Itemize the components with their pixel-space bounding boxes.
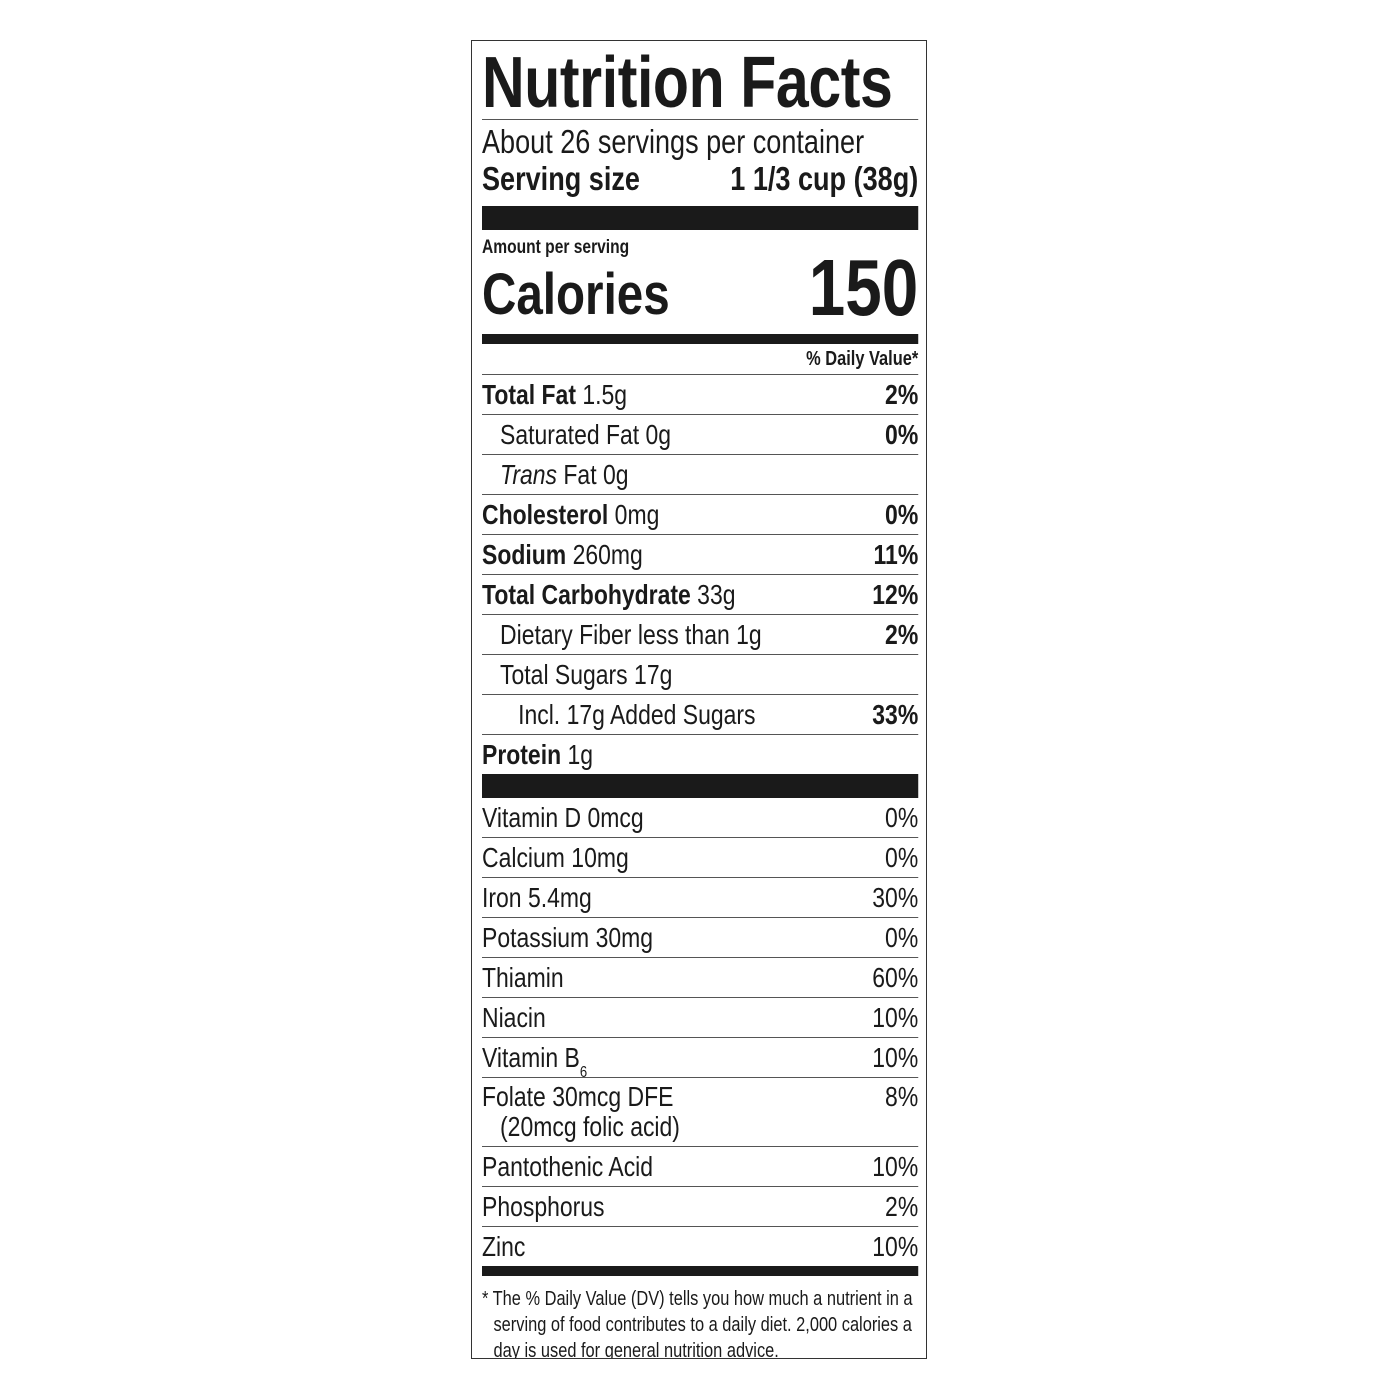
nutrient-dv: 11%: [873, 538, 919, 570]
servings-per-container: About 26 servings per container: [482, 123, 865, 160]
vitamin-dv: 30%: [872, 881, 919, 913]
vitamin-row-phosphorus: Phosphorus 2%: [482, 1186, 919, 1226]
vitamin-row-vitamin-d: Vitamin D 0mcg 0%: [482, 798, 918, 837]
calories-label: Calories: [482, 262, 670, 327]
vitamin-subscript: 6: [579, 1063, 588, 1081]
vitamin-dv: 10%: [872, 1041, 919, 1073]
serving-size-value: 1 1/3 cup (38g): [730, 160, 919, 197]
thick-divider: [482, 206, 919, 230]
nutrient-dv: 12%: [872, 578, 919, 610]
vitamin-name: Calcium 10mg: [482, 841, 629, 873]
nutrient-name-rest: Fat: [563, 458, 597, 490]
vitamin-dv: 0%: [885, 921, 919, 953]
nutrient-name: Dietary Fiber: [500, 618, 632, 650]
nutrient-row-total-carbohydrate: Total Carbohydrate 33g 12%: [482, 574, 919, 614]
vitamin-dv: 10%: [872, 1001, 919, 1033]
vitamin-name: Phosphorus: [482, 1190, 605, 1222]
nutrient-amount: 0g: [645, 418, 672, 450]
nutrient-row-added-sugars: Incl. 17g Added Sugars 33%: [482, 694, 919, 734]
nutrient-amount: 0mg: [614, 498, 660, 530]
vitamin-dv: 0%: [885, 801, 919, 833]
nutrient-amount: 0g: [602, 458, 629, 490]
vitamin-name: Vitamin B: [482, 1041, 580, 1073]
nutrient-amount: 1g: [567, 738, 594, 770]
label-title: Nutrition Facts: [482, 43, 893, 123]
nutrient-name: Protein: [482, 738, 562, 770]
daily-value-header: % Daily Value*: [806, 348, 919, 370]
vitamin-row-vitamin-b6: Vitamin B6 10%: [482, 1037, 919, 1081]
nutrient-row-saturated-fat: Saturated Fat 0g 0%: [482, 414, 919, 454]
vitamin-row-potassium: Potassium 30mg 0%: [482, 917, 919, 957]
nutrient-dv: 0%: [885, 418, 919, 450]
nutrient-amount: 1.5g: [582, 378, 628, 410]
vitamin-name: Potassium 30mg: [482, 921, 654, 953]
serving-size-label: Serving size: [482, 160, 640, 197]
nutrient-name: Total Sugars: [500, 658, 628, 690]
amount-per-serving: Amount per serving: [482, 237, 630, 258]
nutrition-facts-label: Nutrition Facts About 26 servings per co…: [471, 40, 927, 1359]
nutrient-name: Incl. 17g Added Sugars: [518, 698, 756, 730]
nutrient-row-sodium: Sodium 260mg 11%: [482, 534, 919, 574]
nutrient-row-trans-fat: Trans Fat 0g: [482, 454, 919, 494]
nutrient-name: Total Fat: [482, 378, 576, 410]
vitamin-name: Zinc: [482, 1230, 526, 1262]
medium-divider: [482, 334, 919, 344]
nutrient-amount: 17g: [634, 658, 673, 690]
nutrient-amount: less than 1g: [637, 618, 762, 650]
nutrient-name: Trans: [500, 458, 558, 490]
nutrient-row-total-sugars: Total Sugars 17g: [482, 654, 919, 694]
nutrient-amount: 33g: [697, 578, 736, 610]
vitamin-row-zinc: Zinc 10%: [482, 1226, 919, 1266]
vitamin-row-niacin: Niacin 10%: [482, 997, 919, 1037]
nutrient-row-total-fat: Total Fat 1.5g 2%: [482, 374, 919, 414]
nutrient-name: Cholesterol: [482, 498, 609, 530]
vitamin-name: Vitamin D 0mcg: [482, 801, 644, 833]
footnote: * The % Daily Value (DV) tells you how m…: [482, 1288, 913, 1359]
divider: [482, 119, 919, 120]
vitamin-dv: 0%: [885, 841, 919, 873]
vitamin-dv: 10%: [872, 1150, 919, 1182]
nutrient-name: Saturated Fat: [500, 418, 640, 450]
nutrient-row-dietary-fiber: Dietary Fiber less than 1g 2%: [482, 614, 919, 654]
calories-row: Calories 150: [482, 248, 918, 328]
nutrient-dv: 2%: [885, 618, 919, 650]
thick-divider: [482, 774, 919, 798]
nutrient-name: Total Carbohydrate: [482, 578, 691, 610]
vitamin-dv: 10%: [872, 1230, 919, 1262]
serving-size: Serving size 1 1/3 cup (38g): [482, 160, 918, 198]
vitamin-name: Niacin: [482, 1001, 546, 1033]
vitamin-name: Thiamin: [482, 961, 564, 993]
vitamin-row-iron: Iron 5.4mg 30%: [482, 877, 919, 917]
nutrient-dv: 0%: [885, 498, 919, 530]
vitamin-name: Iron 5.4mg: [482, 881, 592, 913]
vitamin-dv: 2%: [885, 1190, 919, 1222]
nutrient-dv: 33%: [872, 698, 919, 730]
nutrient-dv: 2%: [885, 378, 919, 410]
vitamin-dv: 8%: [885, 1081, 919, 1112]
vitamin-row-folate: Folate 30mcg DFE (20mcg folic acid) 8%: [482, 1077, 919, 1146]
calories-value: 150: [808, 243, 919, 332]
vitamin-name: Folate 30mcg DFE: [482, 1081, 674, 1112]
vitamin-row-pantothenic-acid: Pantothenic Acid 10%: [482, 1146, 919, 1186]
vitamin-dv: 60%: [872, 961, 919, 993]
vitamin-row-calcium: Calcium 10mg 0%: [482, 837, 919, 877]
vitamin-name: Pantothenic Acid: [482, 1150, 654, 1182]
medium-divider: [482, 1266, 919, 1276]
nutrient-name: Sodium: [482, 538, 567, 570]
nutrient-row-cholesterol: Cholesterol 0mg 0%: [482, 494, 919, 534]
vitamin-note: (20mcg folic acid): [500, 1111, 680, 1142]
nutrient-amount: 260mg: [572, 538, 643, 570]
vitamin-row-thiamin: Thiamin 60%: [482, 957, 919, 997]
nutrient-row-protein: Protein 1g: [482, 734, 919, 774]
